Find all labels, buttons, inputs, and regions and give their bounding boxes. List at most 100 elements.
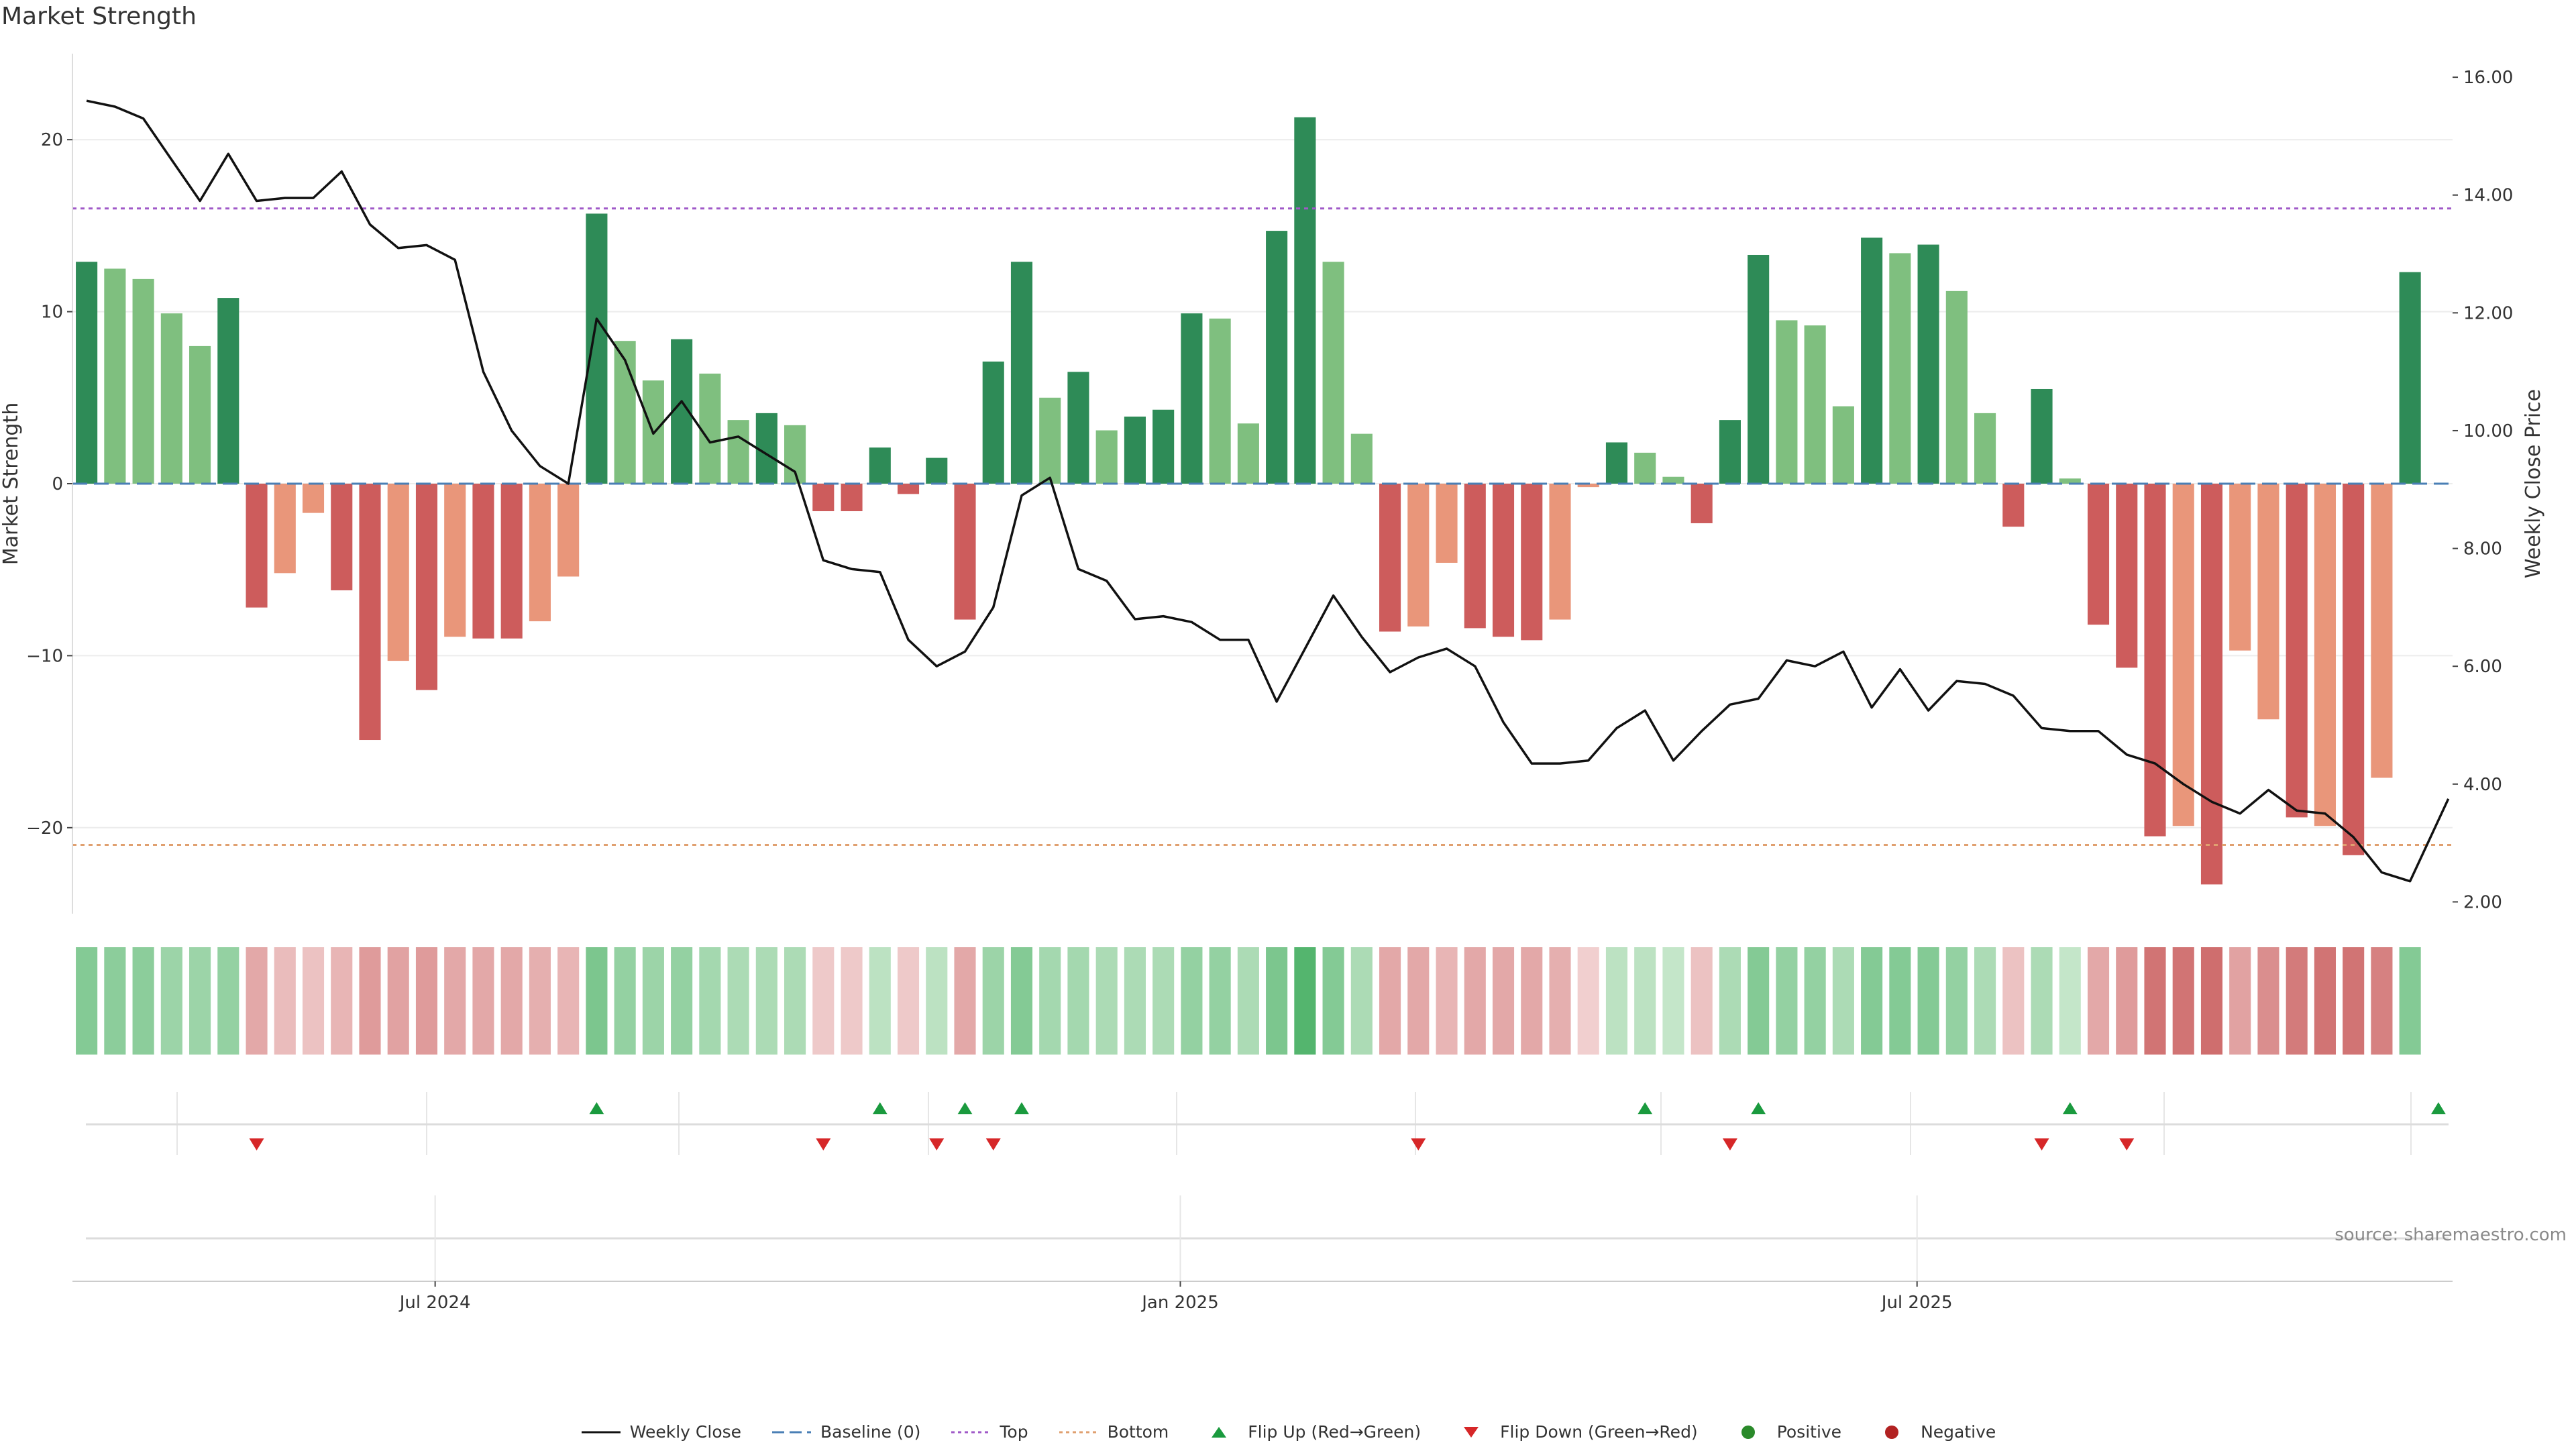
strength-bar xyxy=(1917,244,1939,484)
heat-cell xyxy=(104,947,126,1055)
heat-cell xyxy=(1521,947,1543,1055)
heat-cell xyxy=(1832,947,1854,1055)
strength-bar xyxy=(982,361,1004,484)
x-tick-label: Jul 2024 xyxy=(398,1293,471,1313)
strength-bar xyxy=(500,484,523,639)
legend-flip-up-icon xyxy=(1212,1426,1227,1438)
strength-bar xyxy=(1436,484,1458,563)
heat-cell xyxy=(302,947,325,1055)
strength-bar xyxy=(2399,272,2421,484)
heat-cell xyxy=(642,947,664,1055)
strength-bar xyxy=(2371,484,2393,778)
strength-bar xyxy=(1889,253,1911,484)
legend-label: Flip Down (Green→Red) xyxy=(1500,1422,1698,1442)
strength-bar xyxy=(586,213,608,484)
strength-bar xyxy=(812,484,835,512)
strength-bar xyxy=(2116,484,2138,668)
strength-bar xyxy=(1748,254,1770,484)
y-tick-label: 20 xyxy=(41,130,63,150)
strength-bar xyxy=(1634,452,1656,484)
heat-cell xyxy=(586,947,608,1055)
legend: Weekly Close Baseline (0) Top Bottom Flip Up… xyxy=(0,1422,2576,1444)
legend-label: Baseline (0) xyxy=(820,1422,921,1442)
strength-bar xyxy=(274,484,296,574)
strength-bar xyxy=(2229,484,2251,651)
heat-cell xyxy=(189,947,211,1055)
strength-bar xyxy=(76,262,98,484)
flip-down-marker xyxy=(249,1138,264,1150)
legend-item-positive: Positive xyxy=(1727,1422,1841,1442)
y2-tick-label: 2.00 xyxy=(2463,892,2502,912)
flip-down-marker xyxy=(2034,1138,2049,1150)
heat-cell xyxy=(1095,947,1118,1055)
heat-cell xyxy=(1662,947,1684,1055)
flip-up-marker xyxy=(1014,1102,1029,1114)
strength-bar xyxy=(614,341,636,484)
legend-item-line: Weekly Close xyxy=(580,1422,741,1442)
heat-cell xyxy=(1748,947,1770,1055)
y2-axis-title: Weekly Close Price xyxy=(2522,389,2545,578)
strength-bar xyxy=(1974,413,1996,484)
strength-bar xyxy=(1124,417,1146,484)
flip-up-marker xyxy=(2062,1102,2078,1114)
legend-label: Top xyxy=(1000,1422,1028,1442)
strength-bar xyxy=(1776,320,1798,484)
heat-cell xyxy=(1407,947,1430,1055)
heat-cell xyxy=(1266,947,1288,1055)
strength-bar xyxy=(1861,237,1883,484)
strength-bar xyxy=(557,484,580,577)
legend-label: Negative xyxy=(1921,1422,1996,1442)
flip-up-marker xyxy=(957,1102,973,1114)
heat-cell xyxy=(671,947,693,1055)
strength-bar xyxy=(1039,397,1061,484)
heat-cell xyxy=(500,947,523,1055)
heat-cell xyxy=(1492,947,1515,1055)
heat-cell xyxy=(246,947,268,1055)
source-note: source: sharemaestro.com xyxy=(2334,1225,2567,1245)
y2-tick-label: 12.00 xyxy=(2463,303,2513,323)
strength-bar xyxy=(2031,388,2053,484)
heat-cell xyxy=(2229,947,2251,1055)
strength-bar xyxy=(415,484,438,690)
y-tick-label: −20 xyxy=(26,818,63,839)
strength-bar xyxy=(217,298,239,484)
heat-cell xyxy=(160,947,182,1055)
heat-cell xyxy=(132,947,154,1055)
strength-bar xyxy=(1237,423,1259,484)
heat-cell xyxy=(841,947,863,1055)
legend-item-baseline: Baseline (0) xyxy=(771,1422,920,1442)
heat-cell xyxy=(926,947,948,1055)
heat-cell xyxy=(1181,947,1203,1055)
strength-bar xyxy=(387,484,409,661)
strength-bar xyxy=(302,484,325,513)
reference-lines xyxy=(72,207,2453,846)
legend-label: Flip Up (Red→Green) xyxy=(1248,1422,1421,1442)
heat-cell xyxy=(444,947,466,1055)
strength-bar xyxy=(1067,372,1089,484)
y-tick-label: −10 xyxy=(26,646,63,666)
heat-cell xyxy=(1776,947,1798,1055)
strength-bar xyxy=(189,345,211,484)
heat-cell xyxy=(1605,947,1628,1055)
strength-bar xyxy=(1266,231,1288,484)
strength-bar xyxy=(727,420,749,484)
flip-up-marker xyxy=(589,1102,604,1114)
strength-bar xyxy=(1181,313,1203,484)
heat-cell xyxy=(1067,947,1089,1055)
strength-bar xyxy=(1945,290,1968,484)
y2-tick-label: 14.00 xyxy=(2463,186,2513,206)
heat-cell xyxy=(529,947,551,1055)
heat-cell xyxy=(1464,947,1486,1055)
strength-bar xyxy=(954,484,976,620)
strength-bar xyxy=(2314,484,2336,826)
strength-bar xyxy=(897,484,920,494)
y2-tick-label: 6.00 xyxy=(2463,657,2502,677)
x-tick-label: Jul 2025 xyxy=(1880,1293,1953,1313)
heat-cell xyxy=(982,947,1004,1055)
y-tick-label: 0 xyxy=(52,474,63,494)
heat-cell xyxy=(1917,947,1939,1055)
strength-bar xyxy=(869,447,891,484)
strength-bar xyxy=(472,484,494,639)
heat-cell xyxy=(1889,947,1911,1055)
